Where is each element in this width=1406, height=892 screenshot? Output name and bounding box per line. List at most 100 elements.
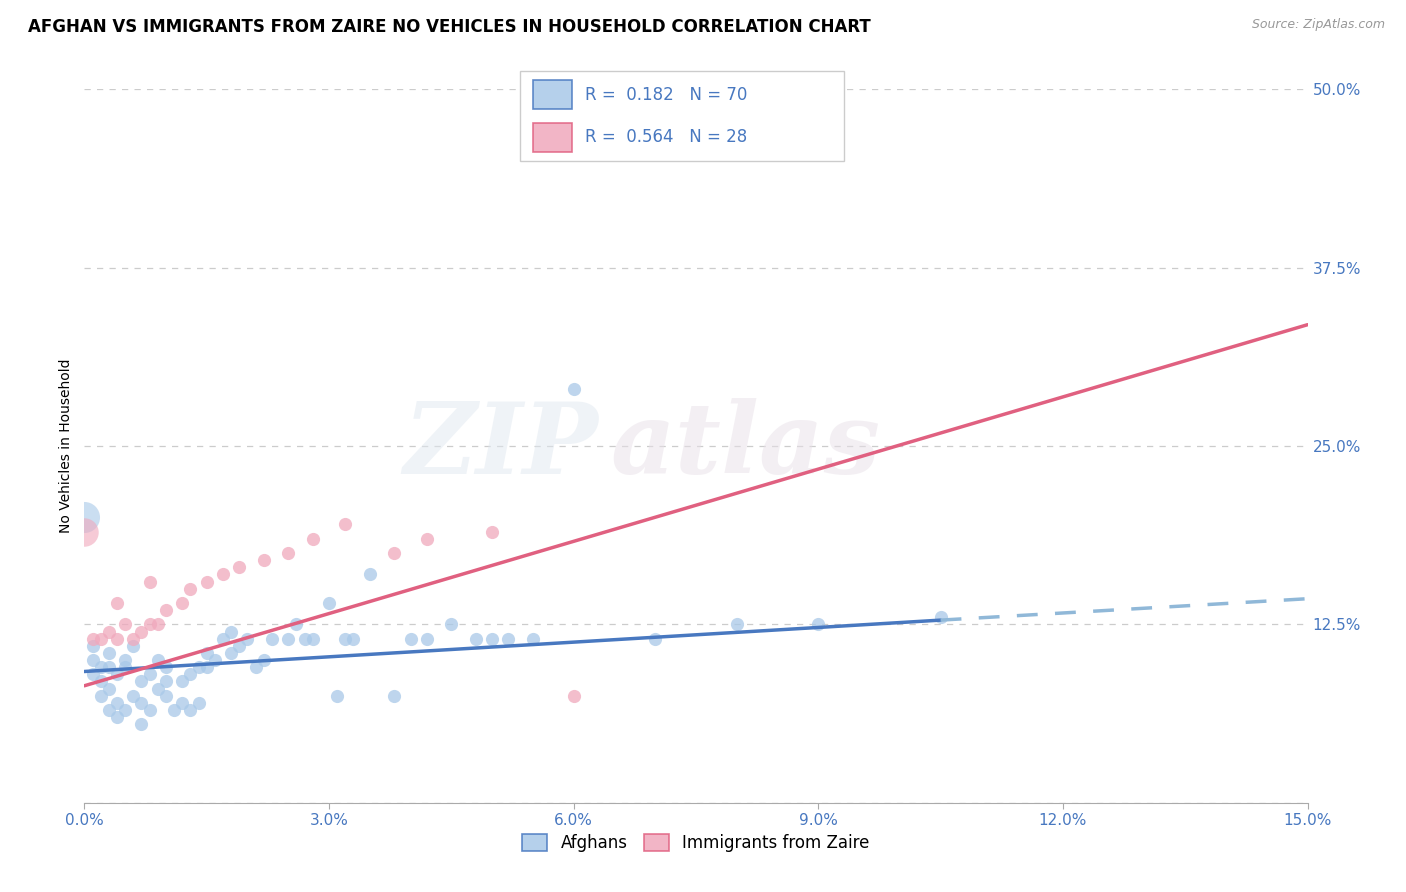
Point bbox=[335, 632, 357, 646]
Point bbox=[301, 632, 323, 646]
Point bbox=[644, 632, 666, 646]
Point bbox=[155, 660, 177, 674]
Point bbox=[212, 632, 235, 646]
Point bbox=[97, 646, 120, 660]
Point bbox=[187, 696, 209, 710]
Point bbox=[146, 681, 169, 696]
Point bbox=[318, 596, 340, 610]
Text: Source: ZipAtlas.com: Source: ZipAtlas.com bbox=[1251, 18, 1385, 31]
Point bbox=[73, 510, 96, 524]
Point bbox=[155, 603, 177, 617]
Point bbox=[138, 667, 160, 681]
Point bbox=[725, 617, 748, 632]
Point bbox=[179, 703, 201, 717]
Point bbox=[562, 382, 585, 396]
Point bbox=[122, 689, 145, 703]
Point bbox=[359, 567, 381, 582]
Point bbox=[138, 574, 160, 589]
Point bbox=[766, 125, 789, 139]
Text: R =  0.564   N = 28: R = 0.564 N = 28 bbox=[585, 128, 747, 146]
Point bbox=[179, 582, 201, 596]
Point bbox=[195, 660, 218, 674]
Point bbox=[522, 632, 544, 646]
Point bbox=[131, 696, 153, 710]
Point bbox=[146, 617, 169, 632]
Point bbox=[285, 617, 308, 632]
Point bbox=[301, 532, 323, 546]
Point bbox=[253, 653, 276, 667]
Point bbox=[97, 660, 120, 674]
Point bbox=[807, 617, 830, 632]
Point bbox=[187, 660, 209, 674]
Point bbox=[122, 639, 145, 653]
Point bbox=[163, 703, 186, 717]
Point bbox=[105, 667, 128, 681]
Point bbox=[342, 632, 364, 646]
Point bbox=[440, 617, 463, 632]
Point bbox=[204, 653, 226, 667]
Point bbox=[179, 667, 201, 681]
Point bbox=[382, 689, 405, 703]
Point bbox=[464, 632, 486, 646]
Point bbox=[382, 546, 405, 560]
Point bbox=[416, 532, 439, 546]
Point bbox=[155, 674, 177, 689]
Point bbox=[172, 696, 194, 710]
FancyBboxPatch shape bbox=[533, 80, 572, 109]
Point bbox=[481, 632, 503, 646]
Point bbox=[82, 632, 104, 646]
Point bbox=[82, 653, 104, 667]
Point bbox=[114, 660, 136, 674]
Point bbox=[228, 639, 250, 653]
Point bbox=[172, 596, 194, 610]
Point bbox=[114, 653, 136, 667]
Point bbox=[131, 674, 153, 689]
Point bbox=[260, 632, 283, 646]
Text: ZIP: ZIP bbox=[404, 398, 598, 494]
Point bbox=[326, 689, 349, 703]
Point bbox=[114, 703, 136, 717]
Text: AFGHAN VS IMMIGRANTS FROM ZAIRE NO VEHICLES IN HOUSEHOLD CORRELATION CHART: AFGHAN VS IMMIGRANTS FROM ZAIRE NO VEHIC… bbox=[28, 18, 870, 36]
Point bbox=[399, 632, 422, 646]
FancyBboxPatch shape bbox=[520, 71, 844, 161]
Point bbox=[155, 689, 177, 703]
Text: atlas: atlas bbox=[610, 398, 880, 494]
Point bbox=[90, 660, 112, 674]
Point bbox=[245, 660, 267, 674]
Point bbox=[277, 546, 299, 560]
Point bbox=[131, 717, 153, 731]
Point bbox=[73, 524, 96, 539]
Point bbox=[146, 653, 169, 667]
Point bbox=[82, 667, 104, 681]
Point bbox=[90, 632, 112, 646]
Point bbox=[416, 632, 439, 646]
Point bbox=[138, 703, 160, 717]
Point bbox=[219, 646, 242, 660]
Point bbox=[253, 553, 276, 567]
Point bbox=[929, 610, 952, 624]
Point bbox=[562, 689, 585, 703]
Point bbox=[236, 632, 259, 646]
Y-axis label: No Vehicles in Household: No Vehicles in Household bbox=[59, 359, 73, 533]
Legend: Afghans, Immigrants from Zaire: Afghans, Immigrants from Zaire bbox=[516, 827, 876, 859]
Point bbox=[97, 681, 120, 696]
FancyBboxPatch shape bbox=[533, 123, 572, 152]
Point bbox=[97, 624, 120, 639]
Point bbox=[335, 517, 357, 532]
Point bbox=[82, 639, 104, 653]
Point bbox=[131, 624, 153, 639]
Point bbox=[122, 632, 145, 646]
Point bbox=[498, 632, 520, 646]
Point bbox=[105, 596, 128, 610]
Point bbox=[294, 632, 316, 646]
Point bbox=[212, 567, 235, 582]
Point bbox=[90, 689, 112, 703]
Point bbox=[114, 617, 136, 632]
Text: R =  0.182   N = 70: R = 0.182 N = 70 bbox=[585, 86, 747, 103]
Point bbox=[195, 574, 218, 589]
Point bbox=[228, 560, 250, 574]
Point bbox=[97, 703, 120, 717]
Point bbox=[481, 524, 503, 539]
Point bbox=[105, 632, 128, 646]
Point bbox=[195, 646, 218, 660]
